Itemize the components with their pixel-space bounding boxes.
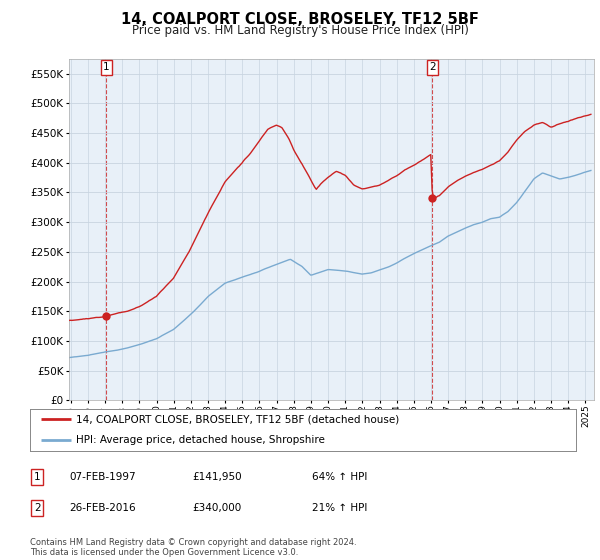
Text: 1: 1: [34, 472, 41, 482]
Text: 21% ↑ HPI: 21% ↑ HPI: [312, 503, 367, 513]
Text: 1: 1: [103, 62, 110, 72]
Text: 14, COALPORT CLOSE, BROSELEY, TF12 5BF: 14, COALPORT CLOSE, BROSELEY, TF12 5BF: [121, 12, 479, 27]
Text: 2: 2: [34, 503, 41, 513]
Text: HPI: Average price, detached house, Shropshire: HPI: Average price, detached house, Shro…: [76, 435, 325, 445]
Text: Price paid vs. HM Land Registry's House Price Index (HPI): Price paid vs. HM Land Registry's House …: [131, 24, 469, 36]
Text: 14, COALPORT CLOSE, BROSELEY, TF12 5BF (detached house): 14, COALPORT CLOSE, BROSELEY, TF12 5BF (…: [76, 414, 400, 424]
Text: £340,000: £340,000: [192, 503, 241, 513]
Text: 07-FEB-1997: 07-FEB-1997: [69, 472, 136, 482]
Text: 2: 2: [429, 62, 436, 72]
Text: 26-FEB-2016: 26-FEB-2016: [69, 503, 136, 513]
Text: 64% ↑ HPI: 64% ↑ HPI: [312, 472, 367, 482]
Text: Contains HM Land Registry data © Crown copyright and database right 2024.
This d: Contains HM Land Registry data © Crown c…: [30, 538, 356, 557]
Text: £141,950: £141,950: [192, 472, 242, 482]
